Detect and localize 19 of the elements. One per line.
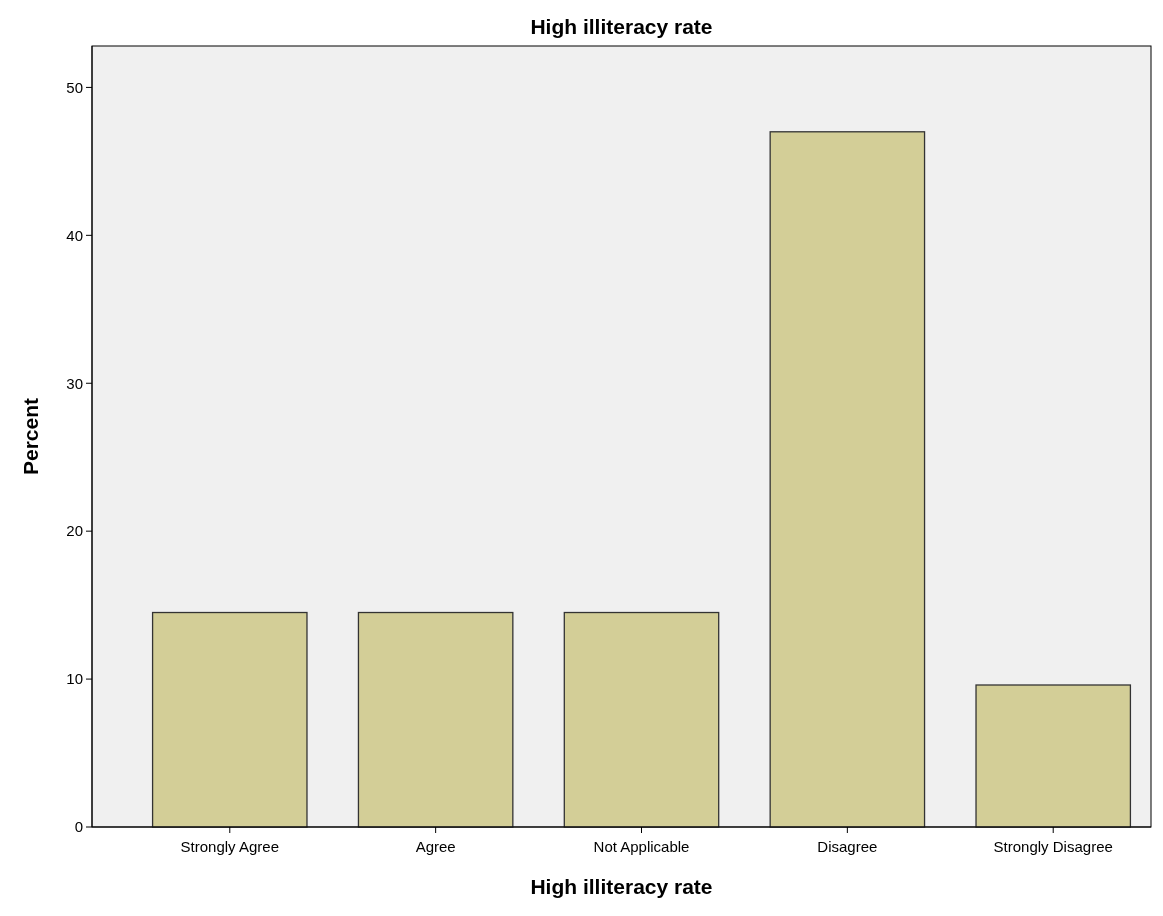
x-tick-label: Agree [415, 838, 456, 855]
y-tick-label: 10 [66, 670, 83, 688]
y-tick-label: 30 [66, 374, 83, 392]
bar [151, 611, 308, 828]
chart-title: High illiteracy rate [530, 15, 713, 38]
y-tick-label: 20 [66, 522, 83, 540]
x-tick-label: Strongly Disagree [993, 838, 1113, 855]
x-tick-label: Not Applicable [593, 838, 690, 855]
bar [563, 611, 720, 828]
y-tick-label: 50 [66, 78, 83, 96]
bar [769, 131, 926, 828]
x-tick-label: Strongly Agree [180, 838, 279, 855]
bar [975, 684, 1132, 828]
x-axis-title: High illiteracy rate [530, 875, 713, 898]
y-axis-title: Percent [19, 397, 42, 476]
y-tick-label: 40 [66, 226, 83, 244]
x-tick-label: Disagree [817, 838, 878, 855]
bar [357, 611, 514, 828]
y-tick-label: 0 [74, 818, 83, 836]
